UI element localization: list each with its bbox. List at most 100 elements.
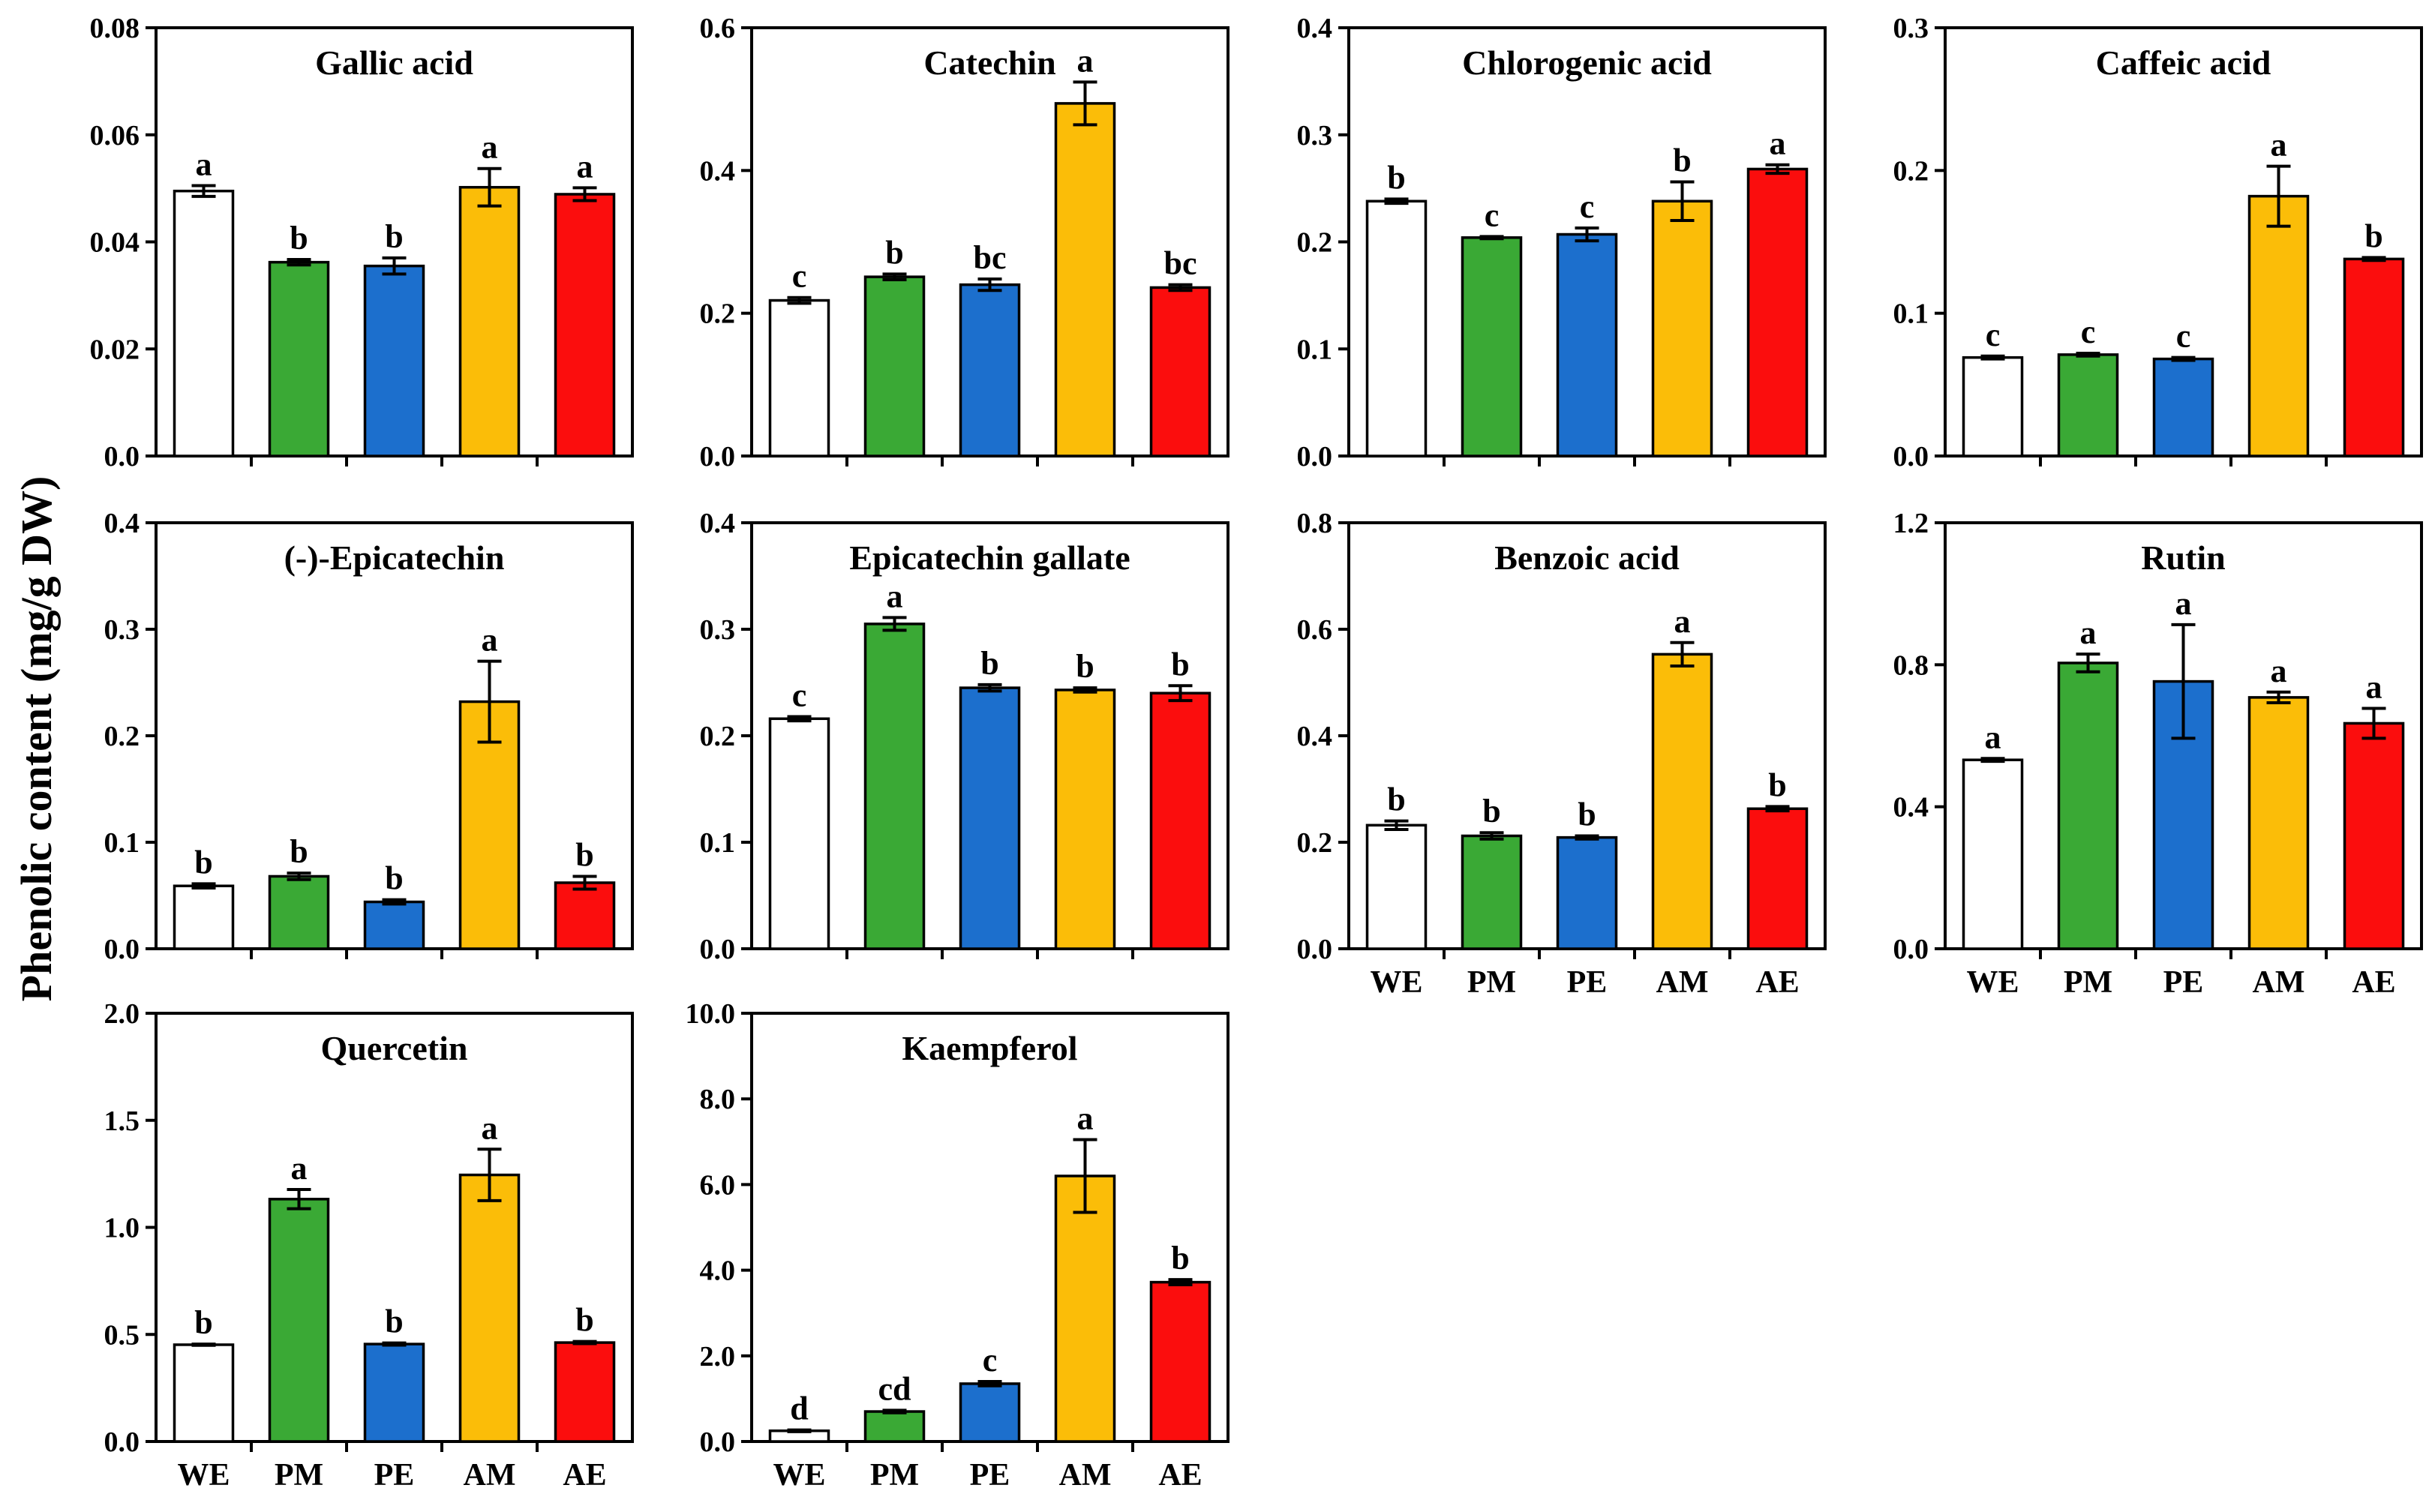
panel-kaempferol: 0.0 2.0 4.0 6.0 8.0 10.0 Kaempferol d WE cd PM c PE a… [686,998,1230,1492]
bar-pe [959,686,1021,950]
panel-title: Kaempferol [902,1029,1077,1067]
significance-letter: b [1578,796,1596,832]
bar-we [173,189,235,458]
x-tick-label: AE [1755,965,1799,1000]
bar-pe [2152,357,2214,458]
bar-ae [2343,257,2405,458]
significance-letter: b [385,1304,403,1340]
panel-title: Rutin [2141,538,2225,577]
bar-we [768,717,830,950]
bar-pm [1461,236,1523,458]
y-tick-label: 0.2 [700,721,736,752]
bar-we [768,298,830,458]
significance-letter: c [1986,316,2001,353]
bar-pe [959,283,1021,458]
y-tick-label: 0.3 [104,614,140,646]
y-tick-label: 0.6 [700,13,736,44]
y-tick-label: 0.06 [90,120,140,152]
y-tick-label: 0.0 [1893,441,1929,472]
significance-letter: c [1485,196,1500,233]
significance-letter: b [1768,766,1786,803]
bar-pm [268,874,330,950]
y-tick-label: 0.3 [700,614,736,646]
panel-title: Epicatechin gallate [849,538,1130,577]
y-tick-label: 0.2 [1297,827,1333,859]
significance-letter: a [2175,585,2192,622]
y-tick-label: 0.0 [1297,441,1333,472]
significance-letter: a [1770,125,1786,162]
y-tick-label: 0.4 [104,508,140,539]
y-tick-label: 1.2 [1893,508,1929,539]
panel-epicatechin: 0.0 0.1 0.2 0.3 0.4 (-)-Epicatechin b b b a b [104,508,634,965]
bar-we [1365,824,1428,950]
significance-letter: c [983,1342,998,1378]
x-tick-label: PM [870,1458,919,1492]
y-tick-label: 0.2 [1893,155,1929,187]
y-tick-label: 0.0 [104,441,140,472]
bar-am [1651,652,1713,950]
significance-letter: a [196,146,212,183]
x-tick-label: WE [1966,965,2019,1000]
y-tick-label: 0.08 [90,13,140,44]
significance-letter: b [1171,1240,1189,1276]
significance-letter: b [1482,793,1500,830]
y-axis-label: Phenolic content (mg/g DW) [12,476,61,1002]
bar-am [1651,200,1713,458]
panel-gallic-acid: 0.0 0.02 0.04 0.06 0.08 Gallic acid a b b a a [90,13,634,472]
bar-am [458,1173,521,1443]
bar-we [1365,200,1428,458]
panel-title: (-)-Epicatechin [284,538,505,577]
significance-letter: c [2176,318,2191,355]
y-tick-label: 6.0 [700,1169,736,1201]
bar-pm [863,622,926,950]
bar-am [1054,688,1116,950]
panel-title: Gallic acid [315,44,473,82]
y-tick-label: 2.0 [700,1341,736,1372]
bar-ae [1149,1280,1211,1443]
y-tick-label: 0.1 [104,827,140,859]
x-tick-label: AM [1059,1458,1112,1492]
panel-chlorogenic-acid: 0.0 0.1 0.2 0.3 0.4 Chlorogenic acid b c c b a [1297,13,1827,472]
bar-pm [2057,353,2119,458]
significance-letter: a [887,578,903,614]
panel-quercetin: 0.0 0.5 1.0 1.5 2.0 Quercetin b WE a PM b PE a AM b AE [104,998,634,1492]
significance-letter: b [1076,648,1094,685]
y-tick-label: 0.0 [700,441,736,472]
bar-pm [863,275,926,458]
y-tick-label: 10.0 [686,998,736,1030]
y-tick-label: 0.4 [1893,792,1929,824]
y-tick-label: 0.2 [700,298,736,330]
significance-letter: a [482,622,498,658]
x-tick-label: AM [2253,965,2305,1000]
significance-letter: a [1077,1100,1094,1136]
significance-letter: a [291,1150,308,1186]
x-tick-label: PE [1567,965,1608,1000]
y-tick-label: 0.4 [700,508,736,539]
y-tick-label: 0.5 [104,1319,140,1351]
bar-ae [1149,286,1211,458]
significance-letter: b [290,220,308,256]
x-tick-label: WE [1370,965,1422,1000]
significance-letter: b [385,218,403,255]
bar-pe [1556,232,1618,458]
significance-letter: a [482,1109,498,1146]
bar-ae [554,1341,616,1443]
y-tick-label: 0.0 [104,1426,140,1458]
y-tick-label: 0.8 [1893,650,1929,681]
panel-title: Quercetin [321,1029,468,1067]
bar-pe [363,900,425,950]
y-tick-label: 0.6 [1297,614,1333,646]
panel-title: Caffeic acid [2096,44,2271,82]
significance-letter: bc [1164,245,1197,282]
bar-am [1054,1174,1116,1443]
bar-pe [1556,836,1618,950]
significance-letter: bc [974,239,1007,276]
y-tick-label: 0.0 [700,1426,736,1458]
bar-am [2247,696,2310,950]
panel-benzoic-acid: 0.0 0.2 0.4 0.6 0.8 Benzoic acid b WE b PM b PE a AM b… [1297,508,1827,1000]
x-tick-label: PE [374,1458,415,1492]
significance-letter: c [2081,314,2096,350]
significance-letter: c [792,258,807,295]
significance-letter: b [575,836,593,873]
